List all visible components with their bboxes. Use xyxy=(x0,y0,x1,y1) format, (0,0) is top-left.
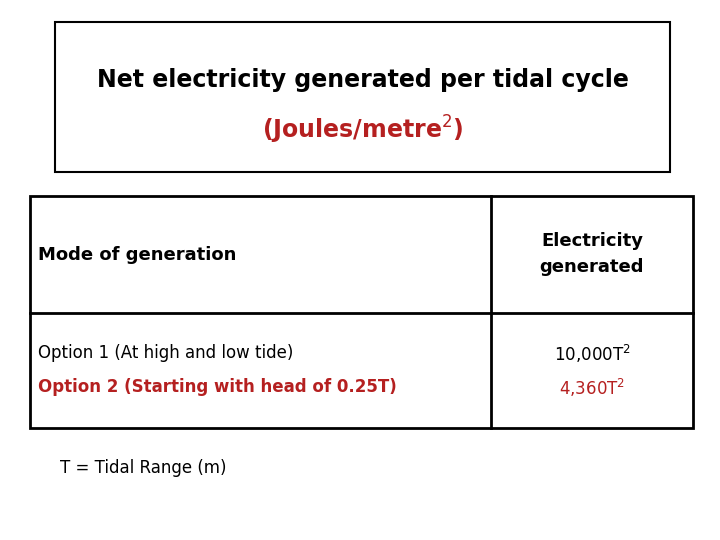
Text: Option 2 (Starting with head of 0.25T): Option 2 (Starting with head of 0.25T) xyxy=(38,379,397,396)
Text: generated: generated xyxy=(540,259,644,276)
Text: Option 1 (At high and low tide): Option 1 (At high and low tide) xyxy=(38,345,293,362)
Text: T = Tidal Range (m): T = Tidal Range (m) xyxy=(60,459,227,477)
Text: 4,360T$^2$: 4,360T$^2$ xyxy=(559,376,625,399)
Bar xyxy=(55,22,670,172)
Text: 10,000T$^2$: 10,000T$^2$ xyxy=(554,342,630,365)
Bar xyxy=(30,196,693,428)
Text: (Joules/metre$^2$): (Joules/metre$^2$) xyxy=(262,114,463,146)
Text: Mode of generation: Mode of generation xyxy=(38,246,236,264)
Text: Electricity: Electricity xyxy=(541,233,643,251)
Text: Net electricity generated per tidal cycle: Net electricity generated per tidal cycl… xyxy=(96,68,629,92)
